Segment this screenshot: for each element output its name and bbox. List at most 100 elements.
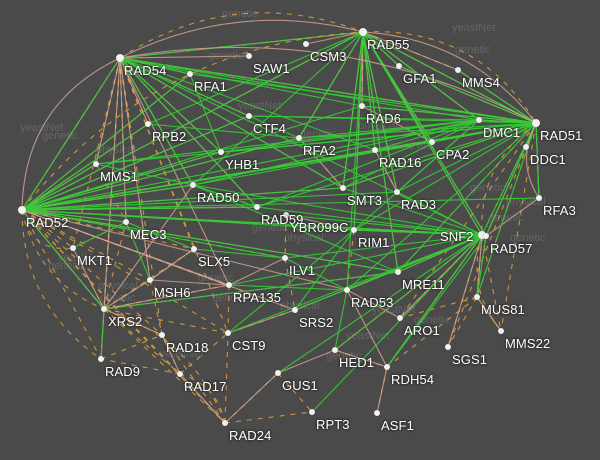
graph-node-rad59[interactable] bbox=[254, 204, 260, 210]
graph-node-rad55[interactable] bbox=[359, 28, 367, 36]
edge-coexpression bbox=[21, 209, 286, 259]
graph-node-msh6[interactable] bbox=[147, 277, 153, 283]
edge-physical bbox=[447, 234, 483, 348]
edge-genetic bbox=[21, 31, 364, 211]
graph-node-rad6[interactable] bbox=[359, 103, 365, 109]
edge-physical bbox=[103, 284, 230, 310]
graph-node-rad24[interactable] bbox=[222, 420, 228, 426]
graph-node-cst9[interactable] bbox=[225, 330, 231, 336]
graph-node-rfa1[interactable] bbox=[187, 71, 193, 77]
edge-physical bbox=[21, 57, 121, 211]
edge-physical bbox=[161, 334, 181, 375]
edge-coexpression bbox=[21, 197, 540, 211]
edge-coexpression bbox=[285, 214, 483, 236]
edge-coexpression bbox=[298, 122, 537, 139]
graph-node-ilv1[interactable] bbox=[282, 255, 288, 261]
graph-node-rad57[interactable] bbox=[483, 233, 489, 239]
graph-node-xrs2[interactable] bbox=[101, 306, 107, 312]
graph-node-sgs1[interactable] bbox=[445, 344, 451, 350]
graph-node-rad18[interactable] bbox=[159, 332, 165, 338]
graph-node-aro1[interactable] bbox=[397, 315, 403, 321]
edge-coexpression bbox=[189, 73, 222, 153]
edge-coexpression bbox=[119, 57, 194, 186]
edge-coexpression bbox=[119, 57, 480, 121]
edge-coexpression bbox=[374, 119, 480, 151]
edge-coexpression bbox=[353, 229, 483, 236]
graph-node-rad3[interactable] bbox=[394, 189, 400, 195]
edge-coexpression bbox=[192, 184, 483, 236]
graph-node-cpa2[interactable] bbox=[429, 139, 435, 145]
graph-node-rad16[interactable] bbox=[372, 147, 378, 153]
edge-physical bbox=[362, 31, 537, 124]
graph-node-csm3[interactable] bbox=[303, 41, 309, 47]
edge-genetic bbox=[500, 122, 537, 332]
edge-coexpression bbox=[431, 122, 537, 143]
graph-node-saw1[interactable] bbox=[246, 53, 252, 59]
graph-node-rad17[interactable] bbox=[177, 371, 183, 377]
edge-physical bbox=[376, 366, 388, 414]
edge-physical bbox=[119, 55, 250, 59]
graph-node-gus1[interactable] bbox=[275, 370, 281, 376]
edge-physical bbox=[361, 105, 433, 143]
edge-physical bbox=[21, 209, 296, 311]
edge-genetic bbox=[21, 209, 74, 250]
edge-coexpression bbox=[95, 119, 480, 165]
edge-coexpression bbox=[119, 57, 250, 117]
edge-genetic bbox=[179, 332, 229, 375]
graph-node-rfa2[interactable] bbox=[296, 135, 302, 141]
graph-node-rad53[interactable] bbox=[344, 287, 350, 293]
edge-genetic bbox=[119, 57, 229, 334]
edge-coexpression bbox=[334, 234, 483, 351]
edge-coexpression bbox=[21, 123, 149, 211]
graph-node-ybr099c[interactable] bbox=[283, 212, 289, 218]
edge-genetic bbox=[284, 257, 296, 311]
edge-genetic bbox=[399, 122, 537, 319]
graph-node-gfa1[interactable] bbox=[396, 63, 402, 69]
graph-node-rpb2[interactable] bbox=[145, 121, 151, 127]
edge-physical bbox=[228, 257, 286, 286]
graph-node-mms1[interactable] bbox=[93, 161, 99, 167]
graph-node-asf1[interactable] bbox=[374, 410, 380, 416]
graph-node-rpt3[interactable] bbox=[309, 409, 315, 415]
edge-coexpression bbox=[353, 119, 480, 231]
graph-node-srs2[interactable] bbox=[292, 307, 298, 313]
edge-coexpression bbox=[21, 184, 194, 211]
edge-physical bbox=[103, 308, 163, 336]
graph-node-rad50[interactable] bbox=[190, 182, 196, 188]
graph-node-rad52[interactable] bbox=[18, 206, 26, 214]
graph-node-mre11[interactable] bbox=[395, 269, 401, 275]
edge-physical bbox=[224, 372, 279, 424]
graph-node-mus81[interactable] bbox=[474, 294, 480, 300]
edge-physical bbox=[119, 46, 537, 124]
edge-coexpression bbox=[192, 184, 399, 273]
graph-node-snf2[interactable] bbox=[478, 231, 486, 239]
graph-node-yhb1[interactable] bbox=[218, 149, 224, 155]
graph-node-mms4[interactable] bbox=[455, 67, 461, 73]
graph-node-mec3[interactable] bbox=[123, 219, 129, 225]
graph-node-hed1[interactable] bbox=[332, 347, 338, 353]
graph-node-mkt1[interactable] bbox=[70, 245, 76, 251]
graph-node-rad54[interactable] bbox=[116, 54, 124, 62]
graph-node-rim1[interactable] bbox=[351, 227, 357, 233]
graph-node-ctf4[interactable] bbox=[246, 113, 252, 119]
edge-coexpression bbox=[342, 119, 480, 189]
graph-node-dmc1[interactable] bbox=[476, 117, 482, 123]
edge-coexpression bbox=[21, 209, 399, 273]
edge-coexpression bbox=[125, 221, 195, 250]
edge-genetic bbox=[224, 332, 229, 424]
graph-node-slx5[interactable] bbox=[191, 246, 197, 252]
edge-coexpression bbox=[248, 115, 300, 139]
graph-node-rfa3[interactable] bbox=[536, 195, 542, 201]
graph-node-rdh54[interactable] bbox=[384, 364, 390, 370]
edge-physical bbox=[525, 122, 540, 199]
graph-node-rpa135[interactable] bbox=[226, 282, 232, 288]
graph-node-ddc1[interactable] bbox=[523, 144, 529, 150]
graph-node-mms22[interactable] bbox=[498, 328, 504, 334]
edge-coexpression bbox=[227, 234, 483, 334]
graph-node-rad9[interactable] bbox=[98, 356, 104, 362]
edge-physical bbox=[103, 279, 151, 310]
graph-node-rad51[interactable] bbox=[532, 119, 540, 127]
graph-node-smt3[interactable] bbox=[340, 185, 346, 191]
